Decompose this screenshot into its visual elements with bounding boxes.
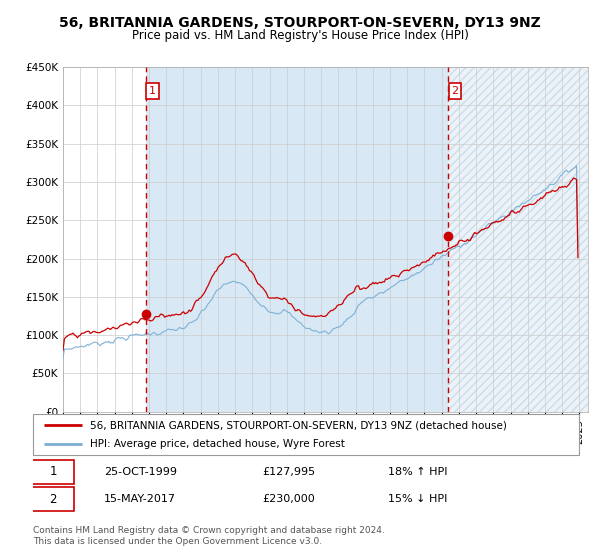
Text: 25-OCT-1999: 25-OCT-1999 (104, 467, 177, 477)
Text: £127,995: £127,995 (262, 467, 316, 477)
FancyBboxPatch shape (33, 414, 579, 455)
Text: Contains HM Land Registry data © Crown copyright and database right 2024.
This d: Contains HM Land Registry data © Crown c… (33, 526, 385, 546)
Text: 2: 2 (452, 86, 458, 96)
Text: 15% ↓ HPI: 15% ↓ HPI (388, 494, 447, 504)
FancyBboxPatch shape (32, 460, 74, 484)
Text: 18% ↑ HPI: 18% ↑ HPI (388, 467, 448, 477)
Text: Price paid vs. HM Land Registry's House Price Index (HPI): Price paid vs. HM Land Registry's House … (131, 29, 469, 42)
Text: 15-MAY-2017: 15-MAY-2017 (104, 494, 176, 504)
FancyBboxPatch shape (32, 487, 74, 511)
Bar (146, 67, 448, 412)
Text: 56, BRITANNIA GARDENS, STOURPORT-ON-SEVERN, DY13 9NZ: 56, BRITANNIA GARDENS, STOURPORT-ON-SEVE… (59, 16, 541, 30)
Text: 1: 1 (149, 86, 156, 96)
Bar (448, 67, 588, 412)
Text: 56, BRITANNIA GARDENS, STOURPORT-ON-SEVERN, DY13 9NZ (detached house): 56, BRITANNIA GARDENS, STOURPORT-ON-SEVE… (91, 421, 507, 430)
Text: 2: 2 (49, 493, 57, 506)
Text: £230,000: £230,000 (262, 494, 315, 504)
Text: 1: 1 (49, 465, 57, 478)
Text: HPI: Average price, detached house, Wyre Forest: HPI: Average price, detached house, Wyre… (91, 439, 345, 449)
